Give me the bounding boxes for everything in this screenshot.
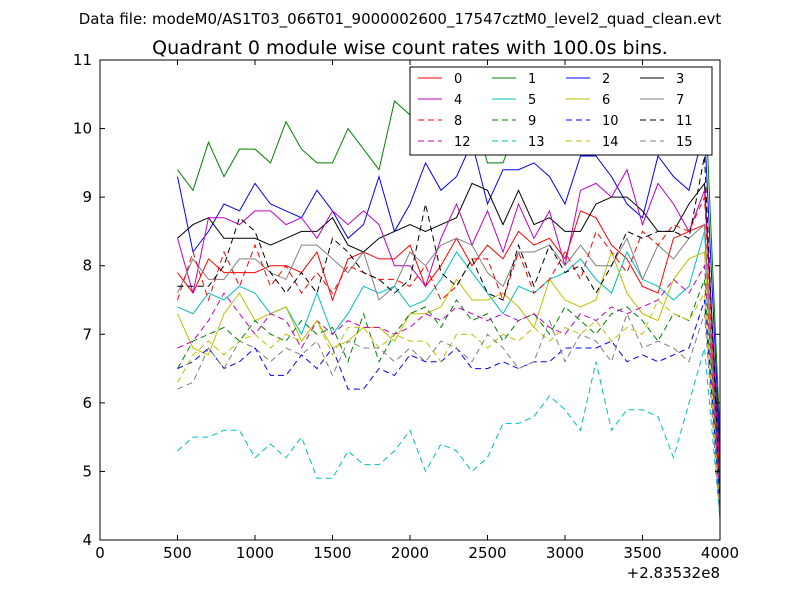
- legend-label-5: 5: [528, 93, 536, 108]
- series-line-11: [177, 155, 721, 499]
- legend-label-13: 13: [528, 135, 545, 150]
- x-offset-label: +2.83532e8: [627, 564, 720, 582]
- legend-box: [409, 66, 713, 156]
- chart-title: Quadrant 0 module wise count rates with …: [152, 37, 668, 59]
- series-line-8: [177, 196, 721, 486]
- axis-ticks: 0 500 1000 1500 2000 2500 3000 3500 400045678910…: [73, 51, 739, 562]
- y-tick-label: 11: [73, 51, 92, 69]
- data-file-label: Data file: modeM0/AS1T03_066T01_90000026…: [79, 10, 722, 29]
- series-line-10: [177, 299, 721, 506]
- series-line-4: [177, 168, 721, 472]
- legend-label-10: 10: [602, 114, 619, 129]
- legend-label-7: 7: [676, 93, 684, 108]
- series-line-2: [177, 128, 721, 451]
- series-line-13: [177, 347, 721, 520]
- legend-label-8: 8: [454, 114, 462, 129]
- legend-label-14: 14: [602, 135, 619, 150]
- series-line-12: [177, 264, 721, 493]
- legend-label-1: 1: [528, 72, 536, 87]
- legend-label-4: 4: [454, 93, 462, 108]
- legend-label-2: 2: [602, 72, 610, 87]
- x-tick-label: 500: [163, 544, 192, 562]
- y-tick-label: 4: [82, 531, 92, 549]
- legend-label-6: 6: [602, 93, 610, 108]
- legend-label-11: 11: [676, 114, 693, 129]
- series-line-14: [177, 291, 721, 513]
- series-line-7: [177, 223, 721, 513]
- legend-label-15: 15: [676, 135, 693, 150]
- series-line-15: [177, 312, 721, 520]
- y-tick-label: 7: [82, 325, 92, 343]
- x-tick-label: 4000: [701, 544, 739, 562]
- x-tick-label: 3000: [546, 544, 584, 562]
- y-tick-label: 5: [82, 462, 92, 480]
- x-tick-label: 3500: [623, 544, 661, 562]
- series-line-9: [177, 279, 721, 513]
- x-tick-label: 2000: [391, 544, 429, 562]
- legend-label-12: 12: [454, 135, 471, 150]
- series-line-3: [177, 182, 721, 465]
- legend-label-3: 3: [676, 72, 684, 87]
- x-tick-label: 2500: [468, 544, 506, 562]
- x-tick-label: 1500: [313, 544, 351, 562]
- y-tick-label: 10: [73, 120, 92, 138]
- legend-label-0: 0: [454, 72, 462, 87]
- series-line-6: [177, 250, 721, 506]
- series-line-5: [177, 231, 721, 499]
- x-tick-label: 1000: [236, 544, 274, 562]
- series-layer: [177, 80, 721, 520]
- y-tick-label: 8: [82, 257, 92, 275]
- y-tick-label: 9: [82, 188, 92, 206]
- legend-label-9: 9: [528, 114, 536, 129]
- x-tick-label: 0: [95, 544, 105, 562]
- y-tick-label: 6: [82, 394, 92, 412]
